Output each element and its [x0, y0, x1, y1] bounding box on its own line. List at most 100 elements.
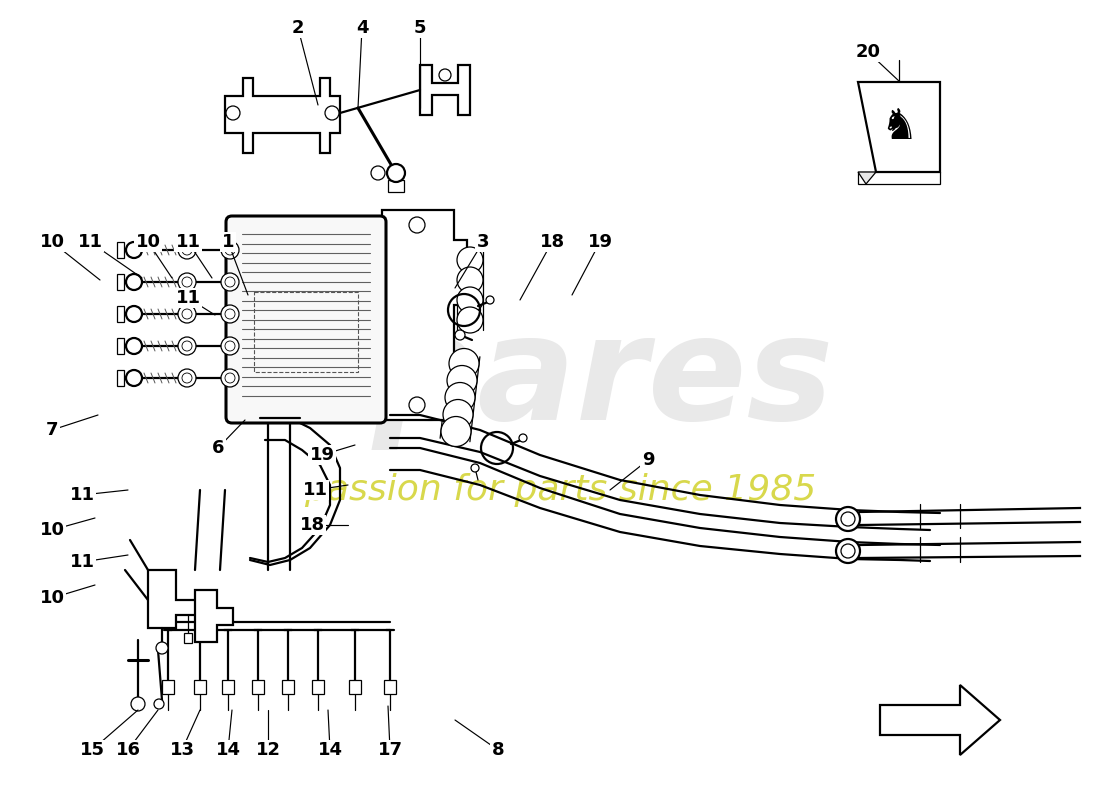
Circle shape: [387, 164, 405, 182]
Bar: [162, 680, 174, 694]
Circle shape: [842, 512, 855, 526]
Text: 4: 4: [355, 19, 368, 37]
Text: 15: 15: [79, 741, 104, 759]
Text: 19: 19: [587, 233, 613, 251]
Polygon shape: [117, 306, 124, 322]
Circle shape: [456, 287, 483, 313]
Circle shape: [221, 305, 239, 323]
Text: 3: 3: [476, 233, 490, 251]
Circle shape: [178, 273, 196, 291]
Polygon shape: [880, 685, 1000, 755]
Text: 10: 10: [40, 233, 65, 251]
Circle shape: [519, 434, 527, 442]
Circle shape: [126, 306, 142, 322]
Text: 11: 11: [176, 289, 200, 307]
Circle shape: [409, 397, 425, 413]
Circle shape: [221, 241, 239, 259]
Circle shape: [447, 366, 477, 395]
Circle shape: [182, 309, 192, 319]
Circle shape: [409, 217, 425, 233]
Circle shape: [226, 106, 240, 120]
Polygon shape: [420, 65, 470, 115]
Bar: [282, 680, 294, 694]
Bar: [349, 680, 361, 694]
Circle shape: [471, 464, 478, 472]
Text: 12: 12: [255, 741, 280, 759]
Circle shape: [182, 277, 192, 287]
Circle shape: [226, 341, 235, 351]
Polygon shape: [117, 274, 124, 290]
Circle shape: [324, 106, 339, 120]
Circle shape: [836, 539, 860, 563]
FancyBboxPatch shape: [226, 216, 386, 423]
Text: 11: 11: [69, 486, 95, 504]
Circle shape: [456, 307, 483, 333]
Circle shape: [178, 305, 196, 323]
Polygon shape: [858, 82, 940, 172]
Text: 19: 19: [309, 446, 334, 464]
Circle shape: [178, 337, 196, 355]
Bar: [312, 680, 324, 694]
Circle shape: [221, 369, 239, 387]
Text: 18: 18: [299, 516, 324, 534]
Text: 11: 11: [77, 233, 102, 251]
Circle shape: [182, 341, 192, 351]
Circle shape: [371, 166, 385, 180]
Circle shape: [226, 309, 235, 319]
Circle shape: [221, 273, 239, 291]
Circle shape: [455, 330, 465, 340]
Polygon shape: [858, 172, 940, 184]
Circle shape: [439, 69, 451, 81]
Text: 16: 16: [116, 741, 141, 759]
Text: 10: 10: [135, 233, 161, 251]
Text: 2: 2: [292, 19, 305, 37]
Text: 11: 11: [69, 553, 95, 571]
Text: 10: 10: [40, 589, 65, 607]
Text: 7: 7: [46, 421, 58, 439]
Text: 18: 18: [539, 233, 564, 251]
Polygon shape: [858, 172, 876, 184]
Text: 14: 14: [216, 741, 241, 759]
Circle shape: [456, 267, 483, 293]
Circle shape: [178, 369, 196, 387]
Text: 11: 11: [176, 233, 200, 251]
Circle shape: [126, 370, 142, 386]
Circle shape: [182, 245, 192, 255]
Text: 17: 17: [377, 741, 403, 759]
Circle shape: [842, 544, 855, 558]
Circle shape: [126, 242, 142, 258]
Polygon shape: [195, 590, 233, 642]
Circle shape: [226, 277, 235, 287]
Polygon shape: [117, 370, 124, 386]
Text: 10: 10: [40, 521, 65, 539]
Bar: [184, 633, 192, 643]
Polygon shape: [117, 242, 124, 258]
Bar: [222, 680, 234, 694]
Circle shape: [443, 399, 473, 430]
Text: spares: spares: [286, 310, 834, 450]
Polygon shape: [382, 210, 468, 420]
Circle shape: [456, 247, 483, 273]
Circle shape: [156, 642, 168, 654]
Bar: [384, 680, 396, 694]
Circle shape: [178, 241, 196, 259]
Circle shape: [126, 274, 142, 290]
Bar: [252, 680, 264, 694]
Circle shape: [126, 338, 142, 354]
Polygon shape: [148, 570, 204, 628]
Text: passion for parts since 1985: passion for parts since 1985: [304, 473, 816, 507]
Circle shape: [226, 245, 235, 255]
Circle shape: [449, 349, 478, 378]
Text: 9: 9: [641, 451, 654, 469]
Circle shape: [836, 507, 860, 531]
Text: 5: 5: [414, 19, 427, 37]
Circle shape: [226, 373, 235, 383]
Circle shape: [221, 337, 239, 355]
Circle shape: [131, 697, 145, 711]
Text: 13: 13: [169, 741, 195, 759]
Polygon shape: [117, 338, 124, 354]
Circle shape: [441, 417, 471, 446]
Text: 8: 8: [492, 741, 504, 759]
Circle shape: [446, 382, 475, 413]
Polygon shape: [388, 180, 404, 192]
